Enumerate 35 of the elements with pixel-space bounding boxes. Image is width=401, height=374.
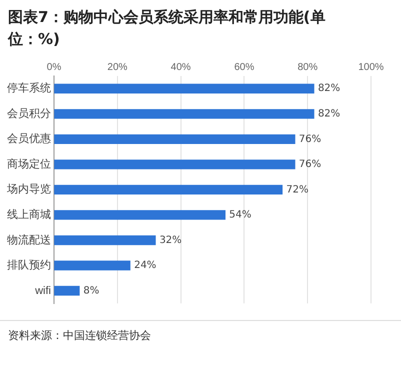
data-label: 82% (318, 83, 340, 94)
y-tick-label: 会员积分 (7, 108, 51, 120)
y-tick-label: 会员优惠 (7, 132, 51, 146)
bar (54, 160, 296, 170)
y-tick-label: 线上商城 (7, 208, 51, 221)
bar (54, 134, 296, 144)
bar (54, 84, 314, 94)
x-tick-label: 40% (170, 62, 191, 73)
bar (54, 260, 130, 270)
x-tick-label: 0% (46, 62, 62, 73)
data-label: 24% (134, 260, 156, 272)
data-label: 8% (83, 285, 100, 296)
x-tick-label: 80% (298, 62, 318, 73)
y-tick-label: wifi (34, 284, 51, 297)
y-tick-label: 物流配送 (7, 233, 51, 246)
y-tick-label: 商场定位 (7, 157, 51, 170)
data-label: 54% (229, 210, 252, 221)
x-tick-label: 20% (107, 62, 128, 73)
bar (54, 235, 156, 246)
text: 资料来源：中国连锁经营协会 (8, 328, 151, 343)
data-label: 32% (159, 234, 182, 246)
bar (54, 109, 314, 119)
y-tick-label: 排队预约 (7, 260, 51, 272)
bar (54, 210, 226, 220)
x-tick-label: 60% (234, 62, 254, 73)
y-tick-label: 场内导览 (6, 182, 51, 196)
data-label: 76% (298, 159, 322, 170)
y-tick-label: 停车系统 (7, 82, 51, 95)
data-label: 72% (286, 184, 308, 196)
data-label: 76% (298, 134, 322, 145)
data-label: 82% (318, 108, 340, 120)
bar (54, 184, 283, 195)
x-tick-label: 100% (358, 62, 384, 73)
chart-title: 图表7：购物中心会员系统采用率和常用功能(单位：%) (8, 7, 326, 50)
bar (54, 286, 80, 296)
